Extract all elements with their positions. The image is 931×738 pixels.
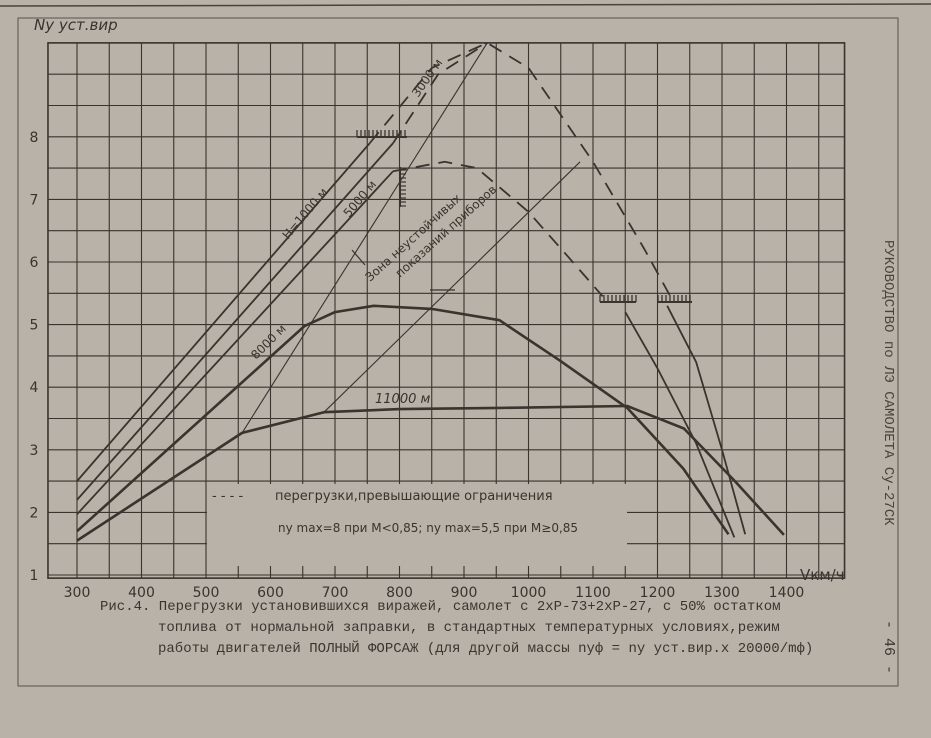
x-tick-label: 700 — [322, 585, 349, 601]
x-tick-label: 1200 — [640, 585, 676, 601]
page-frame — [17, 17, 899, 687]
y-tick-label: 3 — [30, 443, 39, 459]
legend-text: перегрузки,превышающие ограничения — [275, 489, 553, 504]
x-tick-label: 400 — [128, 585, 155, 601]
series-line — [241, 42, 488, 434]
side-header: РУКОВОДСТВО по ЛЭ САМОЛЕТА Су-27СК — [880, 240, 896, 526]
legend-box-bg — [207, 484, 627, 566]
caption-line-1: Рис.4. Перегрузки установившихся виражей… — [100, 599, 781, 615]
caption-line-2: топлива от нормальной заправки, в станда… — [158, 620, 780, 636]
y-tick-label: 1 — [30, 568, 39, 584]
y-tick-label: 5 — [30, 318, 39, 334]
page-number: - 46 - — [880, 620, 897, 675]
x-tick-label: 1100 — [575, 585, 611, 601]
y-tick-label: 8 — [30, 130, 39, 146]
caption-line-3: работы двигателей ПОЛНЫЙ ФОРСАЖ (для дру… — [158, 641, 814, 657]
tick-labels: 300 400 500 600 700 800 900 1000 1100 1200 1300 140… — [30, 130, 805, 601]
x-tick-label: 1300 — [704, 585, 740, 601]
x-tick-label: 900 — [451, 585, 478, 601]
series-line — [369, 42, 672, 297]
series-3000m — [76, 142, 394, 501]
limit-text: nу max=8 при M<0,85; nу max=5,5 при M≥0,… — [278, 521, 578, 535]
x-tick-label: 1400 — [769, 585, 805, 601]
series-line — [624, 311, 736, 538]
series-line — [323, 161, 581, 413]
label-h5000: 5000 м — [341, 178, 380, 220]
y-tick-label: 2 — [30, 505, 39, 521]
series-11000m — [76, 404, 785, 542]
chart-marks — [351, 130, 692, 303]
legend-dash: - - - - — [212, 489, 243, 504]
series-line — [392, 160, 604, 297]
x-axis-label: Vкм/ч — [800, 566, 845, 584]
y-tick-label: 6 — [30, 255, 39, 271]
label-h11000: 11000 м — [375, 392, 430, 407]
label-h1000: H=1000 м — [280, 185, 331, 242]
x-tick-label: 300 — [64, 585, 91, 601]
label-h3000: 3000 м — [409, 56, 445, 100]
series-lines — [76, 42, 785, 542]
top-rule — [0, 3, 931, 7]
x-tick-label: 1000 — [511, 585, 547, 601]
series-5000m — [76, 170, 394, 515]
figure-caption: Рис.4. Перегрузки установившихся виражей… — [100, 597, 840, 660]
x-tick-label: 600 — [257, 585, 284, 601]
series-line — [392, 42, 488, 144]
x-tick-label: 500 — [193, 585, 220, 601]
y-tick-label: 7 — [30, 192, 39, 208]
series-line — [666, 305, 747, 535]
series-1000m — [76, 142, 371, 482]
series-8000m — [76, 304, 730, 536]
zone-arrow-icon — [351, 249, 366, 266]
y-tick-label: 4 — [30, 380, 39, 396]
y-axis-label: Ny уст.вир — [34, 16, 118, 34]
x-tick-label: 800 — [386, 585, 413, 601]
